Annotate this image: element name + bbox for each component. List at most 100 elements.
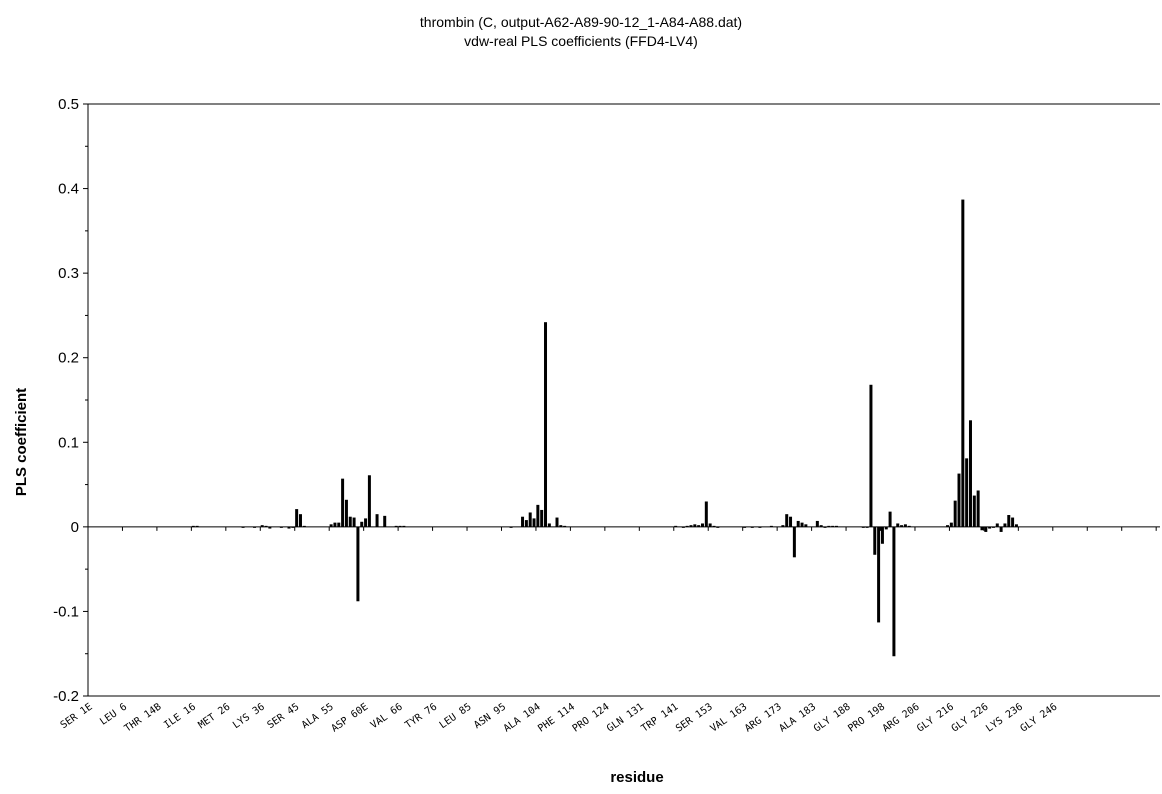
bar: [796, 520, 800, 527]
bar: [704, 501, 708, 527]
bar: [815, 520, 819, 527]
bar: [888, 511, 892, 527]
bar: [674, 525, 678, 527]
bar: [681, 526, 685, 528]
bar: [555, 517, 559, 527]
bar: [398, 525, 402, 527]
bar: [364, 518, 368, 527]
bar: [892, 526, 896, 657]
bar: [831, 525, 835, 527]
bar: [521, 516, 525, 527]
bar: [991, 526, 995, 528]
bar: [804, 524, 808, 527]
x-axis-title: residue: [610, 769, 663, 786]
bar: [995, 523, 999, 527]
bar: [291, 526, 295, 528]
x-tick-label: GLY 188: [812, 701, 853, 734]
bar: [949, 522, 953, 527]
x-tick-label: LYS 36: [231, 701, 267, 731]
y-tick-label: 0.1: [58, 434, 79, 451]
bar: [348, 516, 352, 527]
x-tick-label: ILE 16: [162, 701, 198, 731]
bar: [716, 526, 720, 528]
bar: [781, 525, 785, 527]
bar: [758, 526, 762, 528]
bar: [333, 522, 337, 527]
bar: [946, 525, 950, 527]
bar: [769, 525, 773, 527]
bar: [896, 523, 900, 527]
bar: [1011, 517, 1015, 527]
x-tick-label: GLY 216: [915, 701, 956, 734]
bar: [524, 520, 528, 527]
x-tick-label: MET 26: [197, 701, 233, 731]
bar: [260, 525, 264, 527]
bar: [298, 514, 302, 527]
bar: [195, 525, 199, 527]
bar: [957, 473, 961, 527]
bar: [241, 526, 245, 528]
bar: [712, 525, 716, 527]
bar: [869, 384, 873, 527]
bar: [789, 516, 793, 527]
bar: [988, 526, 992, 529]
x-tick-label: ARG 173: [743, 701, 784, 734]
bar: [984, 526, 988, 532]
bar: [976, 490, 980, 527]
bar: [509, 526, 513, 528]
bar: [253, 526, 257, 528]
bar: [827, 525, 831, 527]
y-axis: -0.2 -0.1 0 0.1 0.2 0.3 0.4 0.5: [53, 96, 88, 705]
x-tick-label: TYR 76: [403, 701, 439, 731]
bar: [547, 523, 551, 527]
x-tick-label: LYS 236: [984, 701, 1025, 734]
y-axis-title: PLS coefficient: [13, 388, 30, 496]
y-tick-label: 0: [71, 519, 79, 536]
bar: [563, 525, 567, 527]
bar: [264, 525, 268, 527]
bar: [980, 526, 984, 531]
x-tick-label: ASP 60E: [329, 701, 370, 734]
bar: [785, 514, 789, 527]
bar: [383, 515, 387, 527]
x-tick-label: LEU 85: [438, 701, 474, 731]
x-tick-label: SER 45: [266, 701, 302, 731]
bar: [697, 525, 701, 527]
bar: [903, 524, 907, 527]
bar: [1014, 524, 1018, 527]
bar: [1003, 523, 1007, 527]
bar: [968, 420, 972, 527]
x-tick-label: PRO 198: [846, 701, 887, 734]
bar: [972, 495, 976, 527]
bar: [819, 525, 823, 527]
x-tick-label: SER 153: [674, 701, 715, 734]
x-tick-label: GLY 246: [1019, 701, 1060, 734]
y-tick-label: 0.5: [58, 96, 79, 113]
plot-frame: [87, 103, 1160, 697]
bars: [191, 199, 1018, 657]
bar: [341, 478, 345, 527]
y-tick-label: 0.2: [58, 350, 79, 367]
bar: [360, 521, 364, 527]
bar: [344, 499, 348, 527]
x-tick-label: PHE 114: [536, 701, 577, 734]
y-tick-label: 0.3: [58, 265, 79, 282]
bar: [861, 526, 865, 528]
bar: [953, 500, 957, 527]
bar: [999, 526, 1003, 532]
bar: [884, 526, 888, 530]
x-tick-label: VAL 66: [369, 701, 405, 731]
bar: [279, 526, 283, 528]
x-tick-label: GLY 226: [950, 701, 991, 734]
bar: [329, 524, 333, 527]
bar: [877, 526, 881, 623]
bar: [375, 514, 379, 527]
bar: [1007, 515, 1011, 527]
bar: [528, 512, 532, 527]
bar: [961, 199, 965, 527]
x-tick-label: VAL 163: [708, 701, 749, 734]
y-tick-label: -0.2: [53, 688, 79, 705]
bar: [693, 524, 697, 527]
